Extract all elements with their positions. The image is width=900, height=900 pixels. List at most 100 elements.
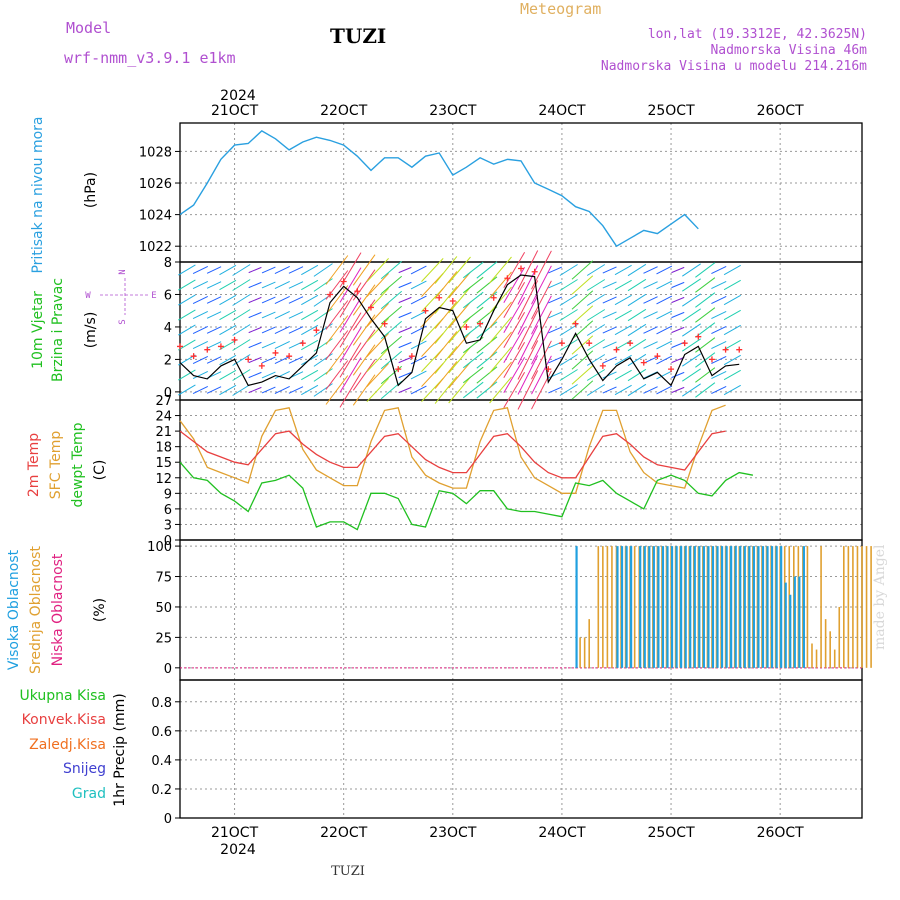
wind-arrow — [352, 374, 376, 406]
wind-gust-marker — [627, 340, 634, 347]
wind-arrow — [462, 291, 484, 309]
wind-arrow — [178, 294, 196, 306]
y-tick-label: 27 — [155, 394, 172, 409]
wind-gust-marker — [381, 320, 388, 327]
footer-station: TUZI — [331, 864, 365, 879]
y-tick-label: 1026 — [139, 177, 172, 192]
wind-gust-marker — [272, 349, 279, 356]
wind-arrow — [671, 356, 685, 364]
wind-arrow — [723, 384, 741, 396]
temp2m-ylabel: 2m Temp — [26, 433, 42, 497]
wind-arrow — [352, 284, 376, 316]
wind-arrow — [571, 260, 594, 280]
wind-arrow — [366, 378, 389, 402]
wind-gust-marker — [354, 288, 361, 295]
wind-arrow — [248, 341, 262, 349]
wind-arrow — [352, 359, 376, 391]
wind-arrow — [682, 263, 701, 277]
wind-arrow — [503, 252, 526, 288]
panel-frame — [179, 399, 863, 541]
wind-arrow — [695, 277, 716, 293]
wind-arrow — [614, 384, 632, 396]
wind-arrow — [325, 300, 349, 330]
wind-arrow — [531, 265, 552, 305]
wind-arrow — [288, 311, 304, 319]
wind-arrow — [695, 292, 716, 308]
wind-arrow — [398, 341, 412, 349]
wind-arrow — [219, 279, 237, 291]
wind-arrow — [410, 385, 427, 395]
wind-arrow — [559, 294, 578, 306]
wind-arrow — [410, 370, 427, 380]
wind-arrow — [398, 281, 412, 289]
wind-arrow — [627, 368, 647, 382]
y-tick-label: 21 — [155, 425, 172, 440]
wind-arrow — [517, 340, 539, 380]
wind-arrow — [489, 376, 512, 404]
wind-arrow — [627, 323, 647, 337]
wind-arrow — [531, 355, 552, 395]
wind-arrow — [711, 340, 727, 350]
dewpt-line — [179, 461, 754, 531]
panel-frame — [179, 539, 863, 681]
wind-arrow — [192, 355, 209, 365]
wind-arrow — [614, 264, 632, 276]
high-cloud-ylabel: Visoka Oblacnost — [6, 549, 22, 670]
wind-arrow — [192, 370, 209, 380]
wind-arrow — [288, 281, 304, 289]
compass-w: W — [85, 291, 91, 301]
model-elevation-label: Nadmorska Visina u modelu 214.216m — [601, 59, 867, 74]
wind-gust-marker — [231, 336, 238, 343]
wind-arrow — [548, 311, 562, 319]
wind-gust-marker — [367, 304, 374, 311]
wind-arrow — [503, 282, 526, 318]
wind-arrow — [489, 256, 512, 284]
cloud-unit: (%) — [92, 598, 108, 622]
wind-arrow — [489, 301, 512, 329]
wind-arrow — [232, 294, 251, 306]
wind-arrow — [656, 310, 673, 320]
wind-arrow — [219, 309, 237, 321]
wind-arrow — [206, 356, 222, 364]
year-label-bottom: 2024 — [220, 842, 256, 858]
wind-arrow — [410, 310, 427, 320]
y-tick-label: 0.6 — [151, 725, 172, 740]
wind-arrow — [339, 267, 362, 303]
wind-arrow — [695, 367, 716, 383]
wind-arrow — [232, 384, 251, 396]
pressure-ylabel: Pritisak na nivou mora — [30, 116, 46, 273]
wind-arrow — [366, 258, 389, 282]
wind-arrow — [261, 341, 276, 349]
time-tick-label-bottom: 24OCT — [538, 825, 586, 841]
app-title: Meteogram — [520, 0, 601, 18]
y-tick-label: 50 — [155, 601, 172, 616]
wind-arrow — [656, 280, 673, 290]
y-tick-label: 8 — [164, 256, 172, 271]
wind-arrow — [192, 325, 209, 335]
sfc-temp-line — [179, 404, 726, 494]
wind-arrow — [232, 324, 251, 336]
wind-arrow — [352, 329, 376, 361]
time-tick-label-bottom: 23OCT — [429, 825, 477, 841]
wind-arrow — [434, 256, 458, 284]
wind-arrow — [261, 266, 276, 274]
wind-arrow — [723, 309, 741, 321]
wind-arrow — [503, 372, 526, 408]
wind-arrow — [434, 376, 458, 404]
wind-arrow — [261, 356, 276, 364]
wind-arrow — [288, 326, 304, 334]
wind-arrow — [602, 326, 617, 334]
wind-arrow — [410, 325, 427, 335]
y-tick-label: 0.4 — [151, 754, 172, 769]
wind-arrow — [232, 279, 251, 291]
time-tick-label-bottom: 26OCT — [757, 825, 805, 841]
wind-arrow — [192, 295, 209, 305]
wind-arrow — [586, 309, 606, 321]
wind-arrow — [503, 357, 526, 393]
wind-arrow — [643, 386, 658, 394]
wind-arrow — [219, 339, 237, 351]
wind-arrow — [643, 281, 658, 289]
legend-zaledj-kisa: Zaledj.Kisa — [29, 737, 106, 753]
wind-gust-marker — [668, 366, 675, 373]
wind-arrow — [548, 281, 562, 289]
